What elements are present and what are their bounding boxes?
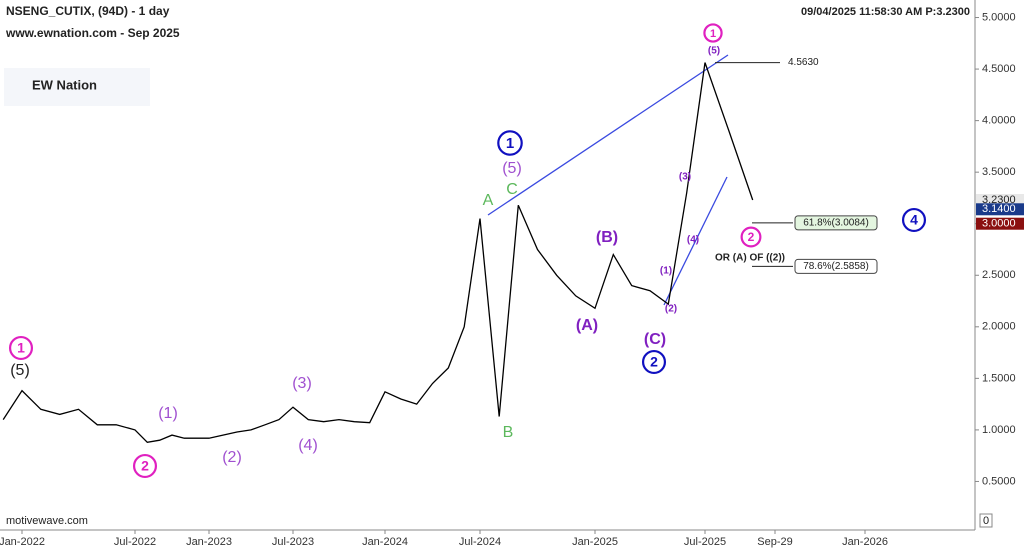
- wave-label: (1): [158, 405, 178, 422]
- price-marker: [976, 194, 1024, 207]
- wave-label: (3): [292, 375, 312, 392]
- wave-circle: [703, 23, 723, 43]
- price-marker: [976, 217, 1024, 230]
- wave-label: (5): [502, 160, 522, 177]
- wave-label: (5): [708, 46, 720, 57]
- wave-circle: [132, 453, 158, 479]
- price-marker-label: 3.0000: [982, 218, 1016, 230]
- site: www.ewnation.com - Sep 2025: [5, 26, 180, 40]
- wave-label: 2: [141, 458, 149, 474]
- level-box: [794, 258, 878, 274]
- level-label: 78.6%(2.5858): [803, 261, 869, 272]
- wave-label: B: [503, 424, 514, 441]
- price-marker: [976, 203, 1024, 216]
- wave-label: (C): [644, 331, 666, 348]
- logo: EW Nation: [32, 77, 97, 92]
- wave-label: (2): [665, 304, 677, 315]
- y-tick-label: 4.0000: [982, 115, 1016, 127]
- price-marker-label: 3.2300: [982, 194, 1016, 206]
- wave-circle: [641, 349, 667, 375]
- x-tick-label: Jan-2022: [0, 536, 45, 548]
- y-tick-label: 5.0000: [982, 11, 1016, 23]
- wave-circle: [740, 226, 762, 248]
- trend-line: [487, 54, 729, 216]
- wave-label: (3): [679, 172, 691, 183]
- y-tick-label: 2.5000: [982, 269, 1016, 281]
- footer: motivewave.com: [6, 515, 88, 527]
- wave-label: 1: [506, 135, 514, 152]
- wave-label: 1: [710, 28, 716, 40]
- y-tick-label: 4.5000: [982, 63, 1016, 75]
- level-label: 61.8%(3.0084): [803, 217, 869, 228]
- wave-circle: [497, 130, 523, 156]
- x-tick-label: Jan-2023: [186, 536, 232, 548]
- x-tick-label: Jul-2025: [684, 536, 726, 548]
- logo-box: [4, 68, 150, 106]
- wave-label: 2: [748, 230, 755, 244]
- wave-label: 2: [650, 354, 658, 370]
- trend-line: [663, 176, 728, 306]
- wave-label: 1: [17, 340, 25, 356]
- x-tick-label: Jan-2024: [362, 536, 408, 548]
- timestamp: 09/04/2025 11:58:30 AM P:3.2300: [801, 6, 970, 18]
- wave-label: OR (A) OF ((2)): [715, 253, 785, 264]
- x-tick-label: Jan-2025: [572, 536, 618, 548]
- wave-label: 4: [910, 212, 918, 228]
- wave-label: C: [506, 181, 518, 198]
- wave-label: A: [483, 192, 494, 209]
- x-tick-label: Sep-29: [757, 536, 792, 548]
- y-tick-label: 3.5000: [982, 166, 1016, 178]
- wave-label: (4): [687, 235, 699, 246]
- y-tick-label: 1.0000: [982, 424, 1016, 436]
- level-box: [794, 215, 878, 231]
- wave-label: (1): [660, 266, 672, 277]
- y-tick-label: 0.5000: [982, 475, 1016, 487]
- wave-circle: [901, 207, 927, 233]
- wave-circle: [8, 335, 34, 361]
- price-line: [2, 62, 754, 443]
- wave-label: (B): [596, 229, 618, 246]
- x-tick-label: Jan-2026: [842, 536, 888, 548]
- price-marker-label: 3.1400: [982, 203, 1016, 215]
- x-tick-label: Jul-2023: [272, 536, 314, 548]
- x-tick-label: Jul-2024: [459, 536, 501, 548]
- volume-box: [979, 513, 993, 528]
- y-tick-label: 2.0000: [982, 321, 1016, 333]
- wave-label: (A): [576, 317, 598, 334]
- y-tick-label: 1.5000: [982, 372, 1016, 384]
- level-label: 4.5630: [788, 57, 819, 68]
- wave-label: (2): [222, 449, 242, 466]
- volume-axis-label: 0: [983, 515, 989, 527]
- x-tick-label: Jul-2022: [114, 536, 156, 548]
- symbol: NSENG_CUTIX, (94D) - 1 day: [6, 4, 170, 18]
- wave-label: (4): [298, 437, 318, 454]
- wave-label: (5): [10, 362, 30, 379]
